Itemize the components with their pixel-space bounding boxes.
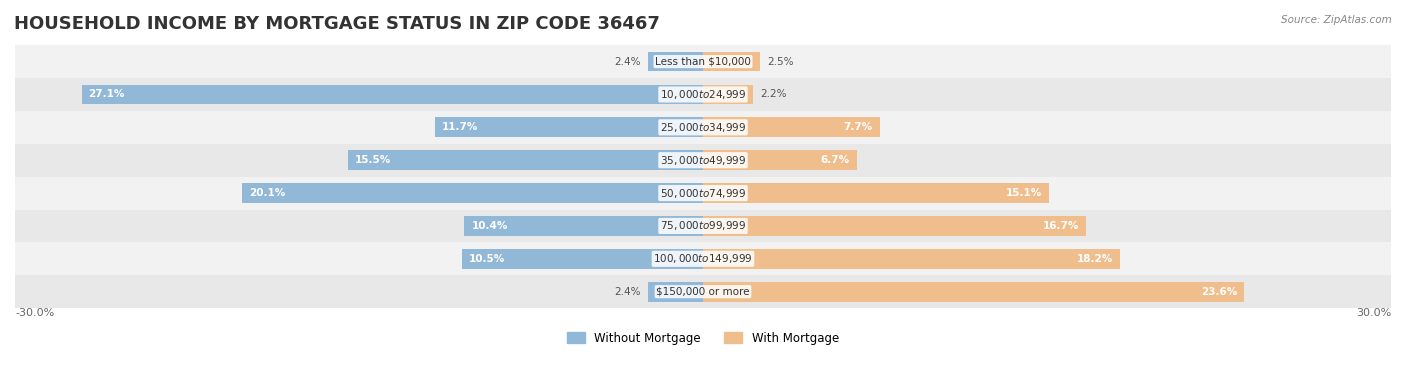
Bar	[648, 52, 703, 72]
Text: $35,000 to $49,999: $35,000 to $49,999	[659, 154, 747, 167]
Bar	[15, 111, 1391, 144]
Bar	[703, 118, 880, 137]
Bar	[703, 282, 1244, 302]
Text: 20.1%: 20.1%	[249, 188, 285, 198]
Text: $50,000 to $74,999: $50,000 to $74,999	[659, 187, 747, 199]
Text: Less than $10,000: Less than $10,000	[655, 57, 751, 67]
Bar	[15, 144, 1391, 177]
Bar	[15, 210, 1391, 242]
Bar	[82, 84, 703, 104]
Text: Source: ZipAtlas.com: Source: ZipAtlas.com	[1281, 15, 1392, 25]
Bar	[15, 45, 1391, 78]
Text: 18.2%: 18.2%	[1077, 254, 1114, 264]
Legend: Without Mortgage, With Mortgage: Without Mortgage, With Mortgage	[562, 327, 844, 349]
Bar	[703, 216, 1085, 236]
Text: $10,000 to $24,999: $10,000 to $24,999	[659, 88, 747, 101]
Text: $25,000 to $34,999: $25,000 to $34,999	[659, 121, 747, 134]
Bar	[648, 282, 703, 302]
Bar	[703, 183, 1049, 203]
Bar	[463, 249, 703, 269]
Bar	[242, 183, 703, 203]
Text: $100,000 to $149,999: $100,000 to $149,999	[654, 252, 752, 265]
Text: 23.6%: 23.6%	[1201, 287, 1237, 297]
Text: 10.4%: 10.4%	[471, 221, 508, 231]
Text: 6.7%: 6.7%	[821, 155, 849, 165]
Bar	[703, 52, 761, 72]
Bar	[703, 150, 856, 170]
Bar	[347, 150, 703, 170]
Bar	[703, 84, 754, 104]
Bar	[434, 118, 703, 137]
Text: -30.0%: -30.0%	[15, 308, 55, 318]
Text: HOUSEHOLD INCOME BY MORTGAGE STATUS IN ZIP CODE 36467: HOUSEHOLD INCOME BY MORTGAGE STATUS IN Z…	[14, 15, 659, 33]
Text: 2.5%: 2.5%	[768, 57, 794, 67]
Bar	[15, 177, 1391, 210]
Bar	[703, 249, 1121, 269]
Bar	[464, 216, 703, 236]
Bar	[15, 242, 1391, 275]
Text: 7.7%: 7.7%	[844, 122, 873, 132]
Text: 2.4%: 2.4%	[614, 287, 641, 297]
Text: 2.4%: 2.4%	[614, 57, 641, 67]
Text: 16.7%: 16.7%	[1043, 221, 1080, 231]
Text: 27.1%: 27.1%	[89, 89, 125, 100]
Bar	[15, 78, 1391, 111]
Text: 11.7%: 11.7%	[441, 122, 478, 132]
Text: $150,000 or more: $150,000 or more	[657, 287, 749, 297]
Text: 15.1%: 15.1%	[1007, 188, 1042, 198]
Text: $75,000 to $99,999: $75,000 to $99,999	[659, 219, 747, 233]
Text: 10.5%: 10.5%	[470, 254, 505, 264]
Text: 30.0%: 30.0%	[1355, 308, 1391, 318]
Text: 15.5%: 15.5%	[354, 155, 391, 165]
Text: 2.2%: 2.2%	[761, 89, 787, 100]
Bar	[15, 275, 1391, 308]
